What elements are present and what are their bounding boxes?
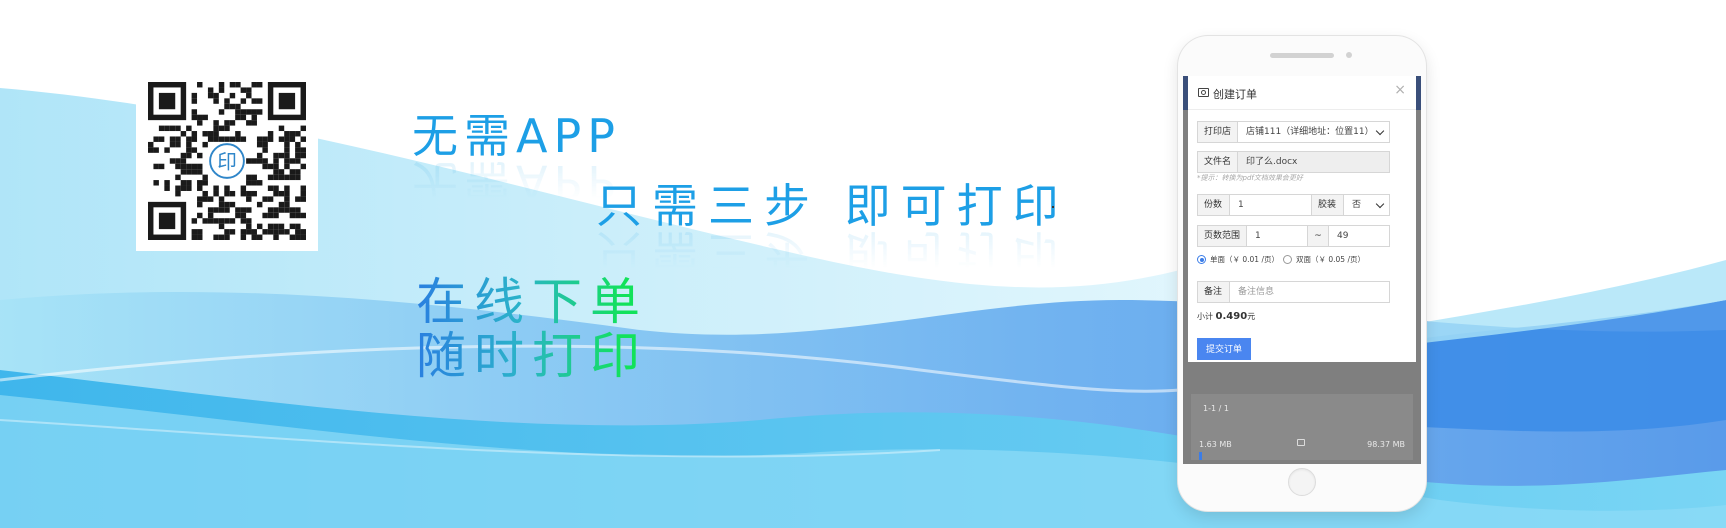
shop-select[interactable]: 店铺111（详细地址：位置11） xyxy=(1237,121,1390,143)
phone-mockup: 1-1 / 1 1.63 MB 98.37 MB 创建订单 × 打印店 店铺11… xyxy=(1178,36,1426,511)
subtotal: 小计 0.490元 xyxy=(1197,311,1255,322)
lock-icon xyxy=(1297,439,1305,446)
page-range-separator: ~ xyxy=(1307,225,1329,247)
phone-screen: 1-1 / 1 1.63 MB 98.37 MB 创建订单 × 打印店 店铺11… xyxy=(1183,76,1421,464)
file-row: 文件名 印了么.docx xyxy=(1197,151,1390,173)
radio-double-icon[interactable] xyxy=(1283,255,1292,264)
modal-header: 创建订单 × xyxy=(1188,76,1416,110)
subtotal-unit: 元 xyxy=(1247,312,1256,321)
copies-input[interactable]: 1 xyxy=(1229,194,1312,216)
file-label: 文件名 xyxy=(1197,151,1238,173)
file-size-left: 1.63 MB xyxy=(1199,440,1232,449)
slogan-print-anytime: 随时打印 xyxy=(416,316,648,388)
qr-center-logo: 印 xyxy=(217,151,237,174)
binding-label: 胶装 xyxy=(1311,194,1344,216)
page-range-label: 页数范围 xyxy=(1197,225,1247,247)
background-page: 1-1 / 1 1.63 MB 98.37 MB xyxy=(1191,394,1413,460)
file-size-right: 98.37 MB xyxy=(1367,440,1405,449)
pdf-hint: *提示：转换为pdf文档效果会更好 xyxy=(1197,174,1303,182)
qr-code-card: 印 xyxy=(136,72,318,251)
print-mode-single-label: 单面（￥ 0.01 /页） xyxy=(1210,255,1279,264)
note-label: 备注 xyxy=(1197,281,1230,303)
copies-row: 份数 1 胶装 否 xyxy=(1197,194,1390,216)
slogan-no-app-reflection: 无需APP xyxy=(412,155,621,209)
page-indicator: 1-1 / 1 xyxy=(1203,404,1229,413)
shop-label: 打印店 xyxy=(1197,121,1238,143)
note-row: 备注 备注信息 xyxy=(1197,281,1390,303)
modal-title: 创建订单 xyxy=(1213,88,1257,101)
slogan-no-app: 无需APP xyxy=(412,109,621,163)
slogan-three-steps-reflection: 只需三步 即可打印 xyxy=(596,225,1069,279)
copies-label: 份数 xyxy=(1197,194,1230,216)
page-range-row: 页数范围 1 ~ 49 xyxy=(1197,225,1390,247)
qr-code-icon: 印 xyxy=(148,82,306,240)
camera-icon xyxy=(1198,88,1209,97)
subtotal-prefix: 小计 xyxy=(1197,312,1213,321)
binding-select[interactable]: 否 xyxy=(1343,194,1390,216)
submit-order-button[interactable]: 提交订单 xyxy=(1197,338,1251,360)
phone-camera-icon xyxy=(1346,52,1352,58)
radio-single-icon[interactable] xyxy=(1197,255,1206,264)
phone-home-button xyxy=(1288,468,1316,496)
phone-speaker xyxy=(1270,53,1334,58)
page-from-input[interactable]: 1 xyxy=(1246,225,1308,247)
subtotal-amount: 0.490 xyxy=(1215,311,1248,322)
page-to-input[interactable]: 49 xyxy=(1328,225,1390,247)
progress-accent xyxy=(1199,452,1202,460)
print-mode-double-label: 双面（￥ 0.05 /页） xyxy=(1296,255,1365,264)
dot-mark xyxy=(1052,206,1054,208)
note-input[interactable]: 备注信息 xyxy=(1229,281,1390,303)
file-name-field: 印了么.docx xyxy=(1237,151,1390,173)
slogan-three-steps: 只需三步 即可打印 xyxy=(596,179,1069,233)
create-order-modal: 创建订单 × 打印店 店铺111（详细地址：位置11） 文件名 印了么.docx… xyxy=(1188,76,1416,362)
shop-row: 打印店 店铺111（详细地址：位置11） xyxy=(1197,121,1390,143)
slogan-order-online: 在线下单 xyxy=(416,262,648,334)
close-icon[interactable]: × xyxy=(1394,82,1406,98)
